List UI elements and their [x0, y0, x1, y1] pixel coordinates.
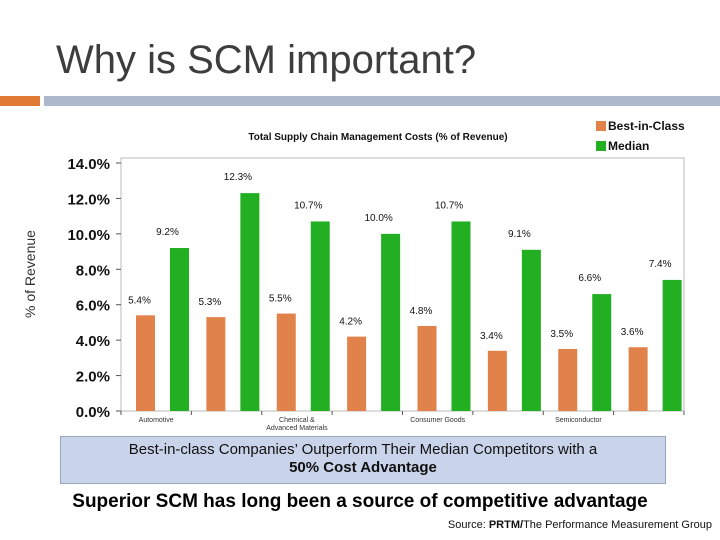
x-tick-label: Semiconductor	[555, 417, 602, 424]
bar-median	[240, 193, 260, 411]
bar-best-in-class	[628, 347, 648, 411]
bar-best-in-class	[347, 336, 367, 411]
tagline: Superior SCM has long been a source of c…	[72, 491, 648, 512]
bar-chart: Total Supply Chain Management Costs (% o…	[67, 119, 685, 432]
bar-median	[381, 233, 401, 411]
legend-swatch-best-in-class	[596, 121, 606, 131]
x-tick-label: Automotive	[139, 417, 174, 424]
data-label-best-in-class: 5.3%	[198, 297, 221, 308]
data-label-best-in-class: 4.2%	[339, 317, 362, 328]
bar-median	[451, 221, 471, 411]
bar-best-in-class	[417, 325, 437, 411]
data-label-median: 9.2%	[156, 227, 179, 238]
x-tick-label: Advanced Materials	[266, 425, 328, 432]
caption-box: Best-in-class Companies’ Outperform Thei…	[60, 436, 666, 484]
caption-line-2: 50% Cost Advantage	[289, 459, 437, 476]
bar-median	[592, 294, 612, 411]
source-org: PRTM/	[488, 519, 524, 531]
data-label-best-in-class: 5.5%	[269, 294, 292, 305]
bar-best-in-class	[276, 313, 296, 411]
data-label-best-in-class: 3.5%	[550, 329, 573, 340]
legend-swatch-median	[596, 141, 606, 151]
x-tick-label: Chemical &	[279, 417, 315, 424]
data-label-median: 10.0%	[364, 213, 392, 224]
legend-label-median: Median	[608, 139, 649, 153]
title-underline-bar	[44, 96, 720, 106]
source-prefix: Source:	[447, 519, 489, 531]
bar-median	[170, 248, 189, 411]
y-tick-label: 8.0%	[76, 262, 110, 279]
y-tick-label: 14.0%	[67, 156, 110, 173]
chart-title: Total Supply Chain Management Costs (% o…	[248, 132, 507, 143]
data-label-median: 10.7%	[294, 200, 322, 211]
legend-label-best-in-class: Best-in-Class	[608, 119, 685, 133]
bar-median	[310, 221, 330, 411]
data-label-best-in-class: 4.8%	[410, 306, 433, 317]
title-accent-bar	[0, 96, 40, 106]
data-label-median: 9.1%	[508, 229, 531, 240]
data-label-median: 7.4%	[649, 259, 672, 270]
x-tick-label: Consumer Goods	[410, 417, 465, 424]
slide-title: Why is SCM important?	[56, 38, 477, 82]
y-tick-label: 6.0%	[76, 298, 110, 315]
y-tick-label: 10.0%	[67, 227, 110, 244]
data-label-best-in-class: 3.4%	[480, 331, 503, 342]
bar-best-in-class	[487, 350, 507, 411]
data-label-best-in-class: 3.6%	[621, 327, 644, 338]
source-rest: The Performance Measurement Group	[523, 519, 712, 531]
bar-best-in-class	[206, 317, 226, 411]
y-tick-label: 2.0%	[76, 369, 110, 386]
y-tick-label: 4.0%	[76, 333, 110, 350]
data-label-best-in-class: 5.4%	[128, 295, 151, 306]
data-label-median: 12.3%	[224, 172, 252, 183]
data-label-median: 6.6%	[578, 273, 601, 284]
data-label-median: 10.7%	[435, 200, 463, 211]
bar-best-in-class	[136, 315, 155, 411]
source-note: Source: PRTM/The Performance Measurement…	[448, 519, 712, 531]
caption-line-1: Best-in-class Companies’ Outperform Thei…	[128, 441, 598, 458]
y-tick-label: 12.0%	[67, 191, 110, 208]
bar-median	[662, 279, 682, 411]
bar-best-in-class	[558, 349, 578, 411]
bar-median	[521, 249, 541, 411]
y-tick-label: 0.0%	[76, 404, 110, 421]
